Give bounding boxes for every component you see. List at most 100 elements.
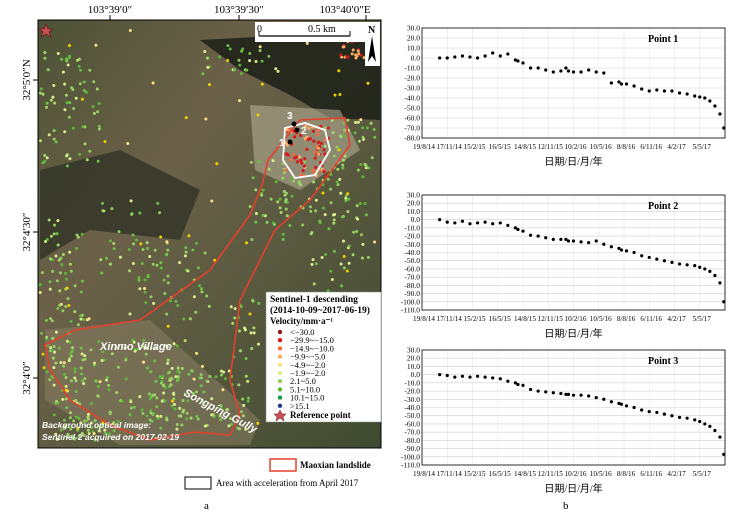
data-point <box>528 66 533 70</box>
data-point <box>722 300 726 304</box>
y-tick-label: 10.0 <box>407 44 420 53</box>
credit-line-1: Background optical image: <box>42 420 151 430</box>
data-point <box>617 246 621 250</box>
x-tick-label: 10/2/16 <box>565 143 587 151</box>
data-point <box>698 95 702 99</box>
x-tick-label: 10/5/16 <box>590 470 612 478</box>
y-tick-label: -10.0 <box>404 64 420 73</box>
legend-swatch <box>277 362 283 367</box>
y-tick-label: -30.0 <box>404 240 420 249</box>
map-legend: Sentinel-1 descending (2014-10-09~2017-0… <box>265 291 382 423</box>
legend-accel-label: Area with acceleration from April 2017 <box>216 478 359 488</box>
data-point <box>521 229 525 233</box>
legend-swatch <box>277 354 283 359</box>
plot-frame <box>421 194 726 311</box>
legend-unit: Velocity/mm·a⁻¹ <box>270 316 333 326</box>
data-point <box>670 89 674 93</box>
y-tick-label: 0.0 <box>411 54 421 63</box>
y-tick-label: -100.0 <box>401 452 421 461</box>
data-point <box>579 240 583 244</box>
x-tick-label: 10/2/16 <box>565 470 587 478</box>
data-point <box>551 237 555 241</box>
data-point <box>632 84 636 88</box>
data-point <box>662 259 666 263</box>
data-point <box>516 227 520 232</box>
legend-class-label: −1.9~−2.0 <box>290 368 325 378</box>
x-tick-label: 10/5/16 <box>590 143 612 151</box>
data-point <box>713 428 717 433</box>
plot-frame <box>421 349 726 466</box>
scale-bar-box <box>255 22 365 42</box>
x-tick-label: 12/11/15 <box>538 470 564 478</box>
data-point <box>670 414 674 418</box>
data-point <box>670 260 674 264</box>
legend-class-label: <−30.0 <box>290 327 314 337</box>
data-point <box>698 265 702 269</box>
chart-point-2: 30.020.010.00.0-10.0-20.0-30.0-40.0-50.0… <box>401 191 726 340</box>
data-point <box>602 242 606 246</box>
data-point <box>685 92 689 96</box>
data-point <box>587 68 591 72</box>
data-point <box>566 392 571 396</box>
y-tick-label: 30.0 <box>407 191 420 200</box>
subfigure-label-a: a <box>204 500 209 512</box>
village-area <box>45 320 260 445</box>
data-point <box>551 70 555 74</box>
data-point <box>718 281 722 285</box>
y-tick-label: -20.0 <box>404 74 420 83</box>
x-tick-label: 4/2/17 <box>667 315 686 323</box>
data-point <box>617 80 621 84</box>
x-tick-label: 5/5/17 <box>693 143 712 151</box>
data-point <box>453 375 457 379</box>
x-tick-label: 17/11/14 <box>437 315 463 323</box>
data-point <box>647 89 651 93</box>
data-point <box>445 56 449 60</box>
data-point <box>624 82 629 86</box>
data-point <box>655 410 659 415</box>
y-tick-label: -80.0 <box>404 281 420 290</box>
x-tick-label: 16/5/15 <box>489 470 511 478</box>
x-tick-label: 14/8/15 <box>514 143 536 151</box>
data-point <box>624 249 629 253</box>
data-point <box>564 66 568 70</box>
data-point <box>685 263 689 267</box>
x-axis-label: 日期/日/月/年 <box>544 327 602 340</box>
data-point <box>536 234 540 238</box>
data-point <box>594 70 598 74</box>
data-point <box>713 104 717 108</box>
x-tick-label: 19/8/14 <box>413 315 435 323</box>
x-tick-label: 5/5/17 <box>693 315 712 323</box>
x-tick-label: 10/2/16 <box>565 315 587 323</box>
legend-swatch <box>277 338 283 343</box>
data-point <box>498 377 502 381</box>
chart-point-1: 30.020.010.00.0-10.0-20.0-30.0-40.0-50.0… <box>404 24 726 168</box>
data-point <box>564 237 568 241</box>
data-point <box>483 375 487 379</box>
legend-swatch <box>277 346 283 351</box>
x-tick-label: 6/11/16 <box>640 143 662 151</box>
data-point <box>506 223 510 227</box>
chart-title: Point 2 <box>648 201 678 212</box>
x-tick-label: 19/8/14 <box>413 143 435 151</box>
north-arrow-icon <box>368 36 376 62</box>
y-tick-label: -70.0 <box>404 428 420 437</box>
reference-point-star <box>38 23 54 38</box>
data-point <box>453 221 457 225</box>
legend-swatch <box>277 403 283 408</box>
data-point <box>521 61 525 65</box>
x-tick-label: 6/11/16 <box>640 470 662 478</box>
data-point <box>498 54 502 58</box>
x-tick-label: 15/2/15 <box>464 315 486 323</box>
shadow-valley <box>40 150 200 260</box>
data-point <box>587 241 591 245</box>
data-point <box>619 402 624 406</box>
y-tick-label: -50.0 <box>404 104 420 113</box>
data-point <box>722 452 726 456</box>
data-point <box>718 435 722 439</box>
y-tick-label: -100.0 <box>401 297 421 306</box>
data-point <box>438 218 442 222</box>
subfigure-label-b: b <box>563 500 569 512</box>
chart-title: Point 3 <box>648 356 678 367</box>
displacement-charts: 30.020.010.00.0-10.0-20.0-30.0-40.0-50.0… <box>401 24 726 495</box>
left-tick-1: 32°5′0″N <box>21 59 33 100</box>
